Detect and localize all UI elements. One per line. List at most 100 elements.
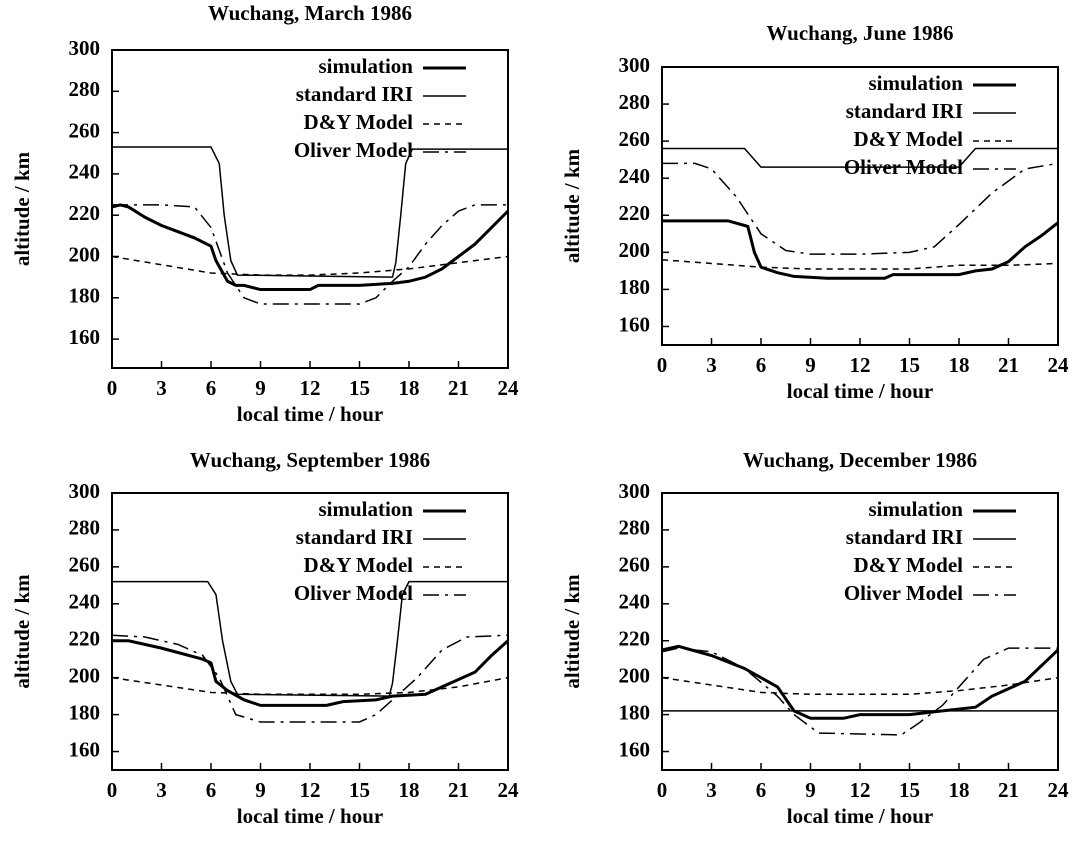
y-tick-label: 280 [619,90,651,114]
x-tick-label: 0 [107,778,118,802]
x-tick-label: 21 [448,376,469,400]
panel: Wuchang, September 198616018020022024026… [10,448,519,828]
y-tick-label: 200 [69,663,101,687]
series-line [661,647,1058,736]
series-line [661,258,1059,270]
y-tick-label: 260 [619,127,651,151]
x-tick-label: 12 [300,376,321,400]
x-tick-label: 18 [949,353,970,377]
y-tick-label: 260 [619,553,651,577]
series-line [112,580,508,697]
y-tick-label: 160 [69,737,101,761]
y-tick-label: 300 [619,53,651,77]
y-tick-label: 280 [619,516,651,540]
x-tick-label: 6 [206,376,217,400]
x-tick-label: 21 [998,353,1019,377]
x-tick-label: 9 [805,778,816,802]
chart-title: Wuchang, June 1986 [767,21,954,45]
x-tick-label: 21 [998,778,1019,802]
x-tick-label: 15 [349,778,370,802]
x-tick-label: 3 [706,353,717,377]
legend-label: standard IRI [296,82,413,106]
legend-label: D&Y Model [304,553,414,577]
y-tick-label: 200 [69,242,101,266]
y-tick-label: 280 [69,516,101,540]
x-axis-label: local time / hour [237,402,383,426]
x-tick-label: 6 [756,353,767,377]
x-tick-label: 12 [300,778,321,802]
x-tick-label: 12 [850,353,871,377]
legend-label: simulation [318,54,413,78]
panel: Wuchang, June 19861601802002202402602803… [560,21,1069,403]
panel: Wuchang, March 1986 160 180 200 220 240 260 280… [10,1,519,426]
legend-label: Oliver Model [844,155,963,179]
x-axis-label: local time / hour [237,804,383,828]
x-tick-label: 3 [156,376,167,400]
legend-label: D&Y Model [854,127,964,151]
chart-title: Wuchang, March 1986 [208,1,412,25]
x-tick-label: 6 [206,778,217,802]
y-tick-label: 240 [619,164,651,188]
chart-title: Wuchang, September 1986 [190,448,430,472]
x-tick-label: 24 [498,778,520,802]
y-tick-label: 160 [619,737,651,761]
x-tick-label: 9 [805,353,816,377]
x-tick-label: 18 [399,376,420,400]
chart-title: Wuchang, December 1986 [743,448,977,472]
y-tick-label: 220 [619,627,651,651]
legend-label: standard IRI [846,525,963,549]
series-line [111,634,509,723]
x-tick-label: 24 [1048,778,1070,802]
y-tick-label: 240 [619,590,651,614]
series-line [112,639,510,707]
y-axis-label: altitude / km [10,574,34,689]
x-tick-label: 0 [657,778,668,802]
legend-label: simulation [318,497,413,521]
series-line [661,644,1060,720]
x-tick-label: 18 [399,778,420,802]
legend-label: standard IRI [846,99,963,123]
legend-label: Oliver Model [294,581,413,605]
series-line [662,162,1059,255]
x-tick-label: 9 [255,376,266,400]
x-tick-label: 18 [949,778,970,802]
series-line [111,203,510,292]
x-tick-label: 6 [756,778,767,802]
y-tick-label: 160 [69,325,101,349]
x-tick-label: 15 [899,778,920,802]
y-tick-label: 180 [619,275,651,299]
y-tick-label: 280 [69,77,101,101]
legend-label: simulation [868,71,963,95]
x-tick-label: 0 [657,353,668,377]
legend-label: D&Y Model [854,553,964,577]
y-tick-label: 200 [619,663,651,687]
panel: Wuchang, December 1986160180200220240260… [560,448,1069,828]
x-axis-label: local time / hour [787,804,933,828]
legend-label: Oliver Model [294,138,413,162]
legend-label: standard IRI [296,525,413,549]
y-axis-label: altitude / km [10,151,34,266]
y-tick-label: 160 [619,312,651,336]
series-line [111,676,509,696]
series-line [662,147,1058,168]
x-tick-label: 3 [156,778,167,802]
y-tick-label: 180 [69,284,101,308]
y-tick-label: 240 [69,160,101,184]
y-tick-label: 220 [69,201,101,225]
y-tick-label: 300 [69,479,101,503]
x-tick-label: 12 [850,778,871,802]
y-tick-label: 300 [69,36,101,60]
y-tick-label: 180 [69,700,101,724]
series-line [112,146,508,278]
x-tick-label: 9 [255,778,266,802]
x-tick-label: 24 [498,376,520,400]
y-tick-label: 260 [69,553,101,577]
series-line [111,255,509,276]
series-line [112,204,508,305]
x-tick-label: 3 [706,778,717,802]
y-tick-label: 260 [69,118,101,142]
y-tick-label: 180 [619,700,651,724]
series-line [661,676,1059,696]
x-tick-label: 15 [899,353,920,377]
